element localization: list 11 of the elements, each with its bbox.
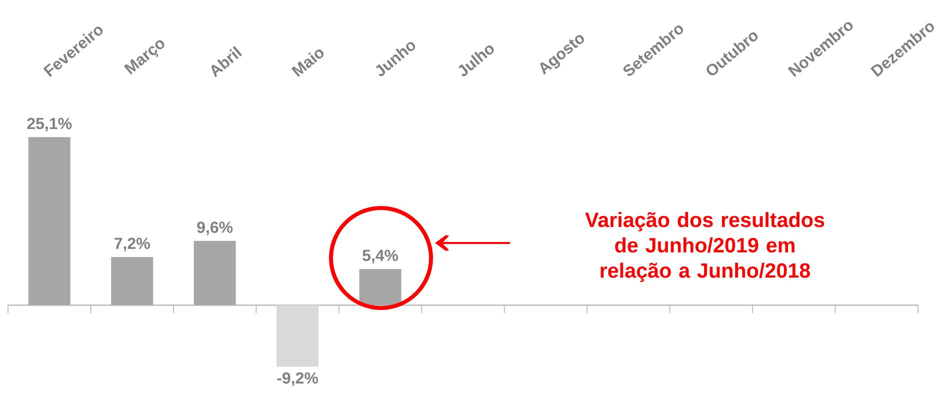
bar	[28, 137, 70, 306]
bar	[276, 305, 319, 367]
data-label: 25,1%	[27, 118, 72, 132]
bar	[359, 269, 402, 306]
annotation: Variação dos resultados de Junho/2019 em relação a Junho/2018	[585, 212, 824, 282]
data-label: 9,6%	[197, 222, 233, 236]
bar	[194, 240, 236, 306]
data-label: 5,4%	[362, 250, 398, 264]
bar	[111, 256, 154, 306]
data-label: -9,2%	[277, 372, 318, 386]
data-label: 7,2%	[114, 238, 150, 252]
